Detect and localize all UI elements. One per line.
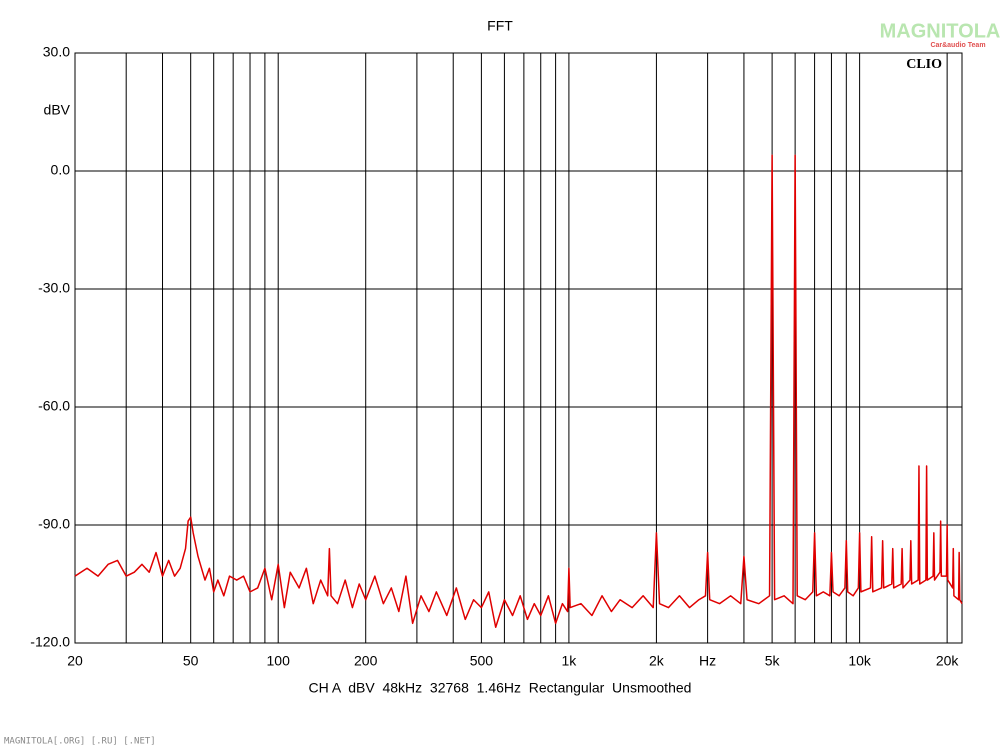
- x-tick-label: 20k: [936, 653, 960, 669]
- x-tick-label: 50: [183, 653, 199, 669]
- x-tick-label: 200: [354, 653, 378, 669]
- y-tick-label: -60.0: [38, 398, 70, 414]
- x-tick-label: Hz: [699, 653, 716, 669]
- caption: CH A dBV 48kHz 32768 1.46Hz Rectangular …: [309, 680, 692, 696]
- x-tick-label: 20: [67, 653, 83, 669]
- x-tick-label: 500: [470, 653, 494, 669]
- watermark: MAGNITOLA: [880, 20, 1000, 42]
- x-tick-label: 1k: [562, 653, 578, 669]
- x-tick-label: 100: [267, 653, 291, 669]
- plot-frame: [74, 52, 963, 644]
- x-tick-label: 2k: [649, 653, 665, 669]
- x-tick-label: 5k: [765, 653, 781, 669]
- y-unit: dBV: [44, 102, 71, 118]
- spectrum-line: [74, 154, 963, 629]
- y-tick-label: -120.0: [30, 634, 70, 650]
- y-tick-label: -30.0: [38, 280, 70, 296]
- y-tick-label: 0.0: [51, 162, 71, 178]
- watermark-sub: Car&audio Team: [930, 42, 985, 49]
- x-tick-label: 10k: [848, 653, 872, 669]
- chart-title: FFT: [487, 18, 513, 34]
- y-tick-label: 30.0: [43, 44, 70, 60]
- brand: CLIO: [906, 57, 942, 72]
- y-tick-label: -90.0: [38, 516, 70, 532]
- footer: MAGNITOLA[.ORG] [.RU] [.NET]: [4, 737, 156, 747]
